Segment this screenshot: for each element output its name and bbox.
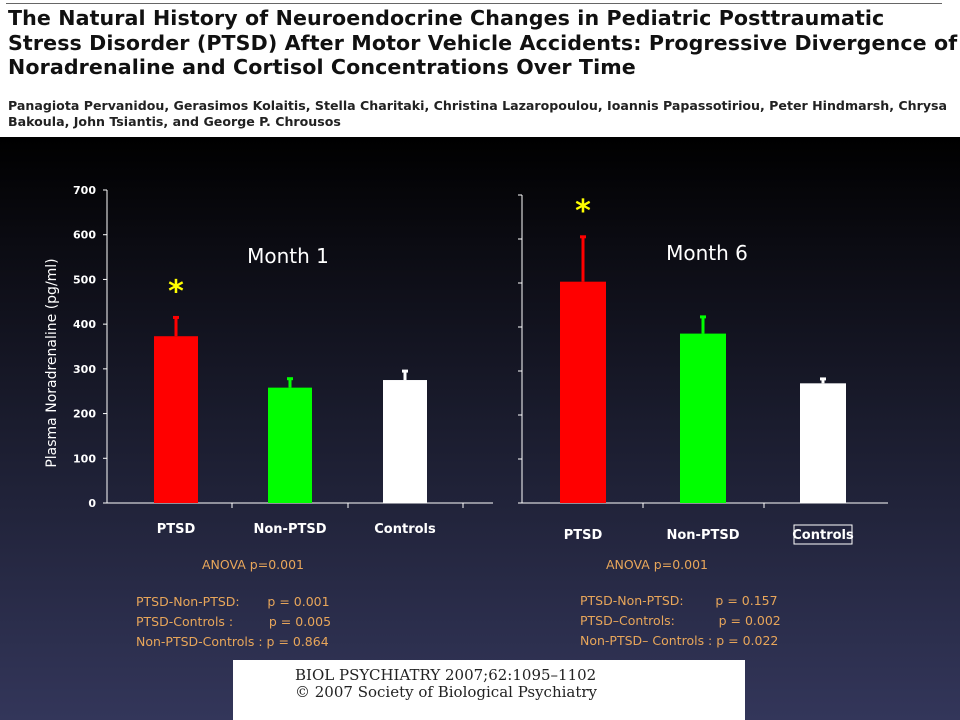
stats-right-comparisons: PTSD-Non-PTSD: p = 0.157 PTSD–Controls: …	[580, 591, 781, 651]
paper-header: The Natural History of Neuroendocrine Ch…	[0, 0, 960, 137]
y-tick-label: 0	[88, 497, 96, 510]
paper-title: The Natural History of Neuroendocrine Ch…	[8, 6, 958, 79]
stats-left-anova: ANOVA p=0.001	[202, 555, 304, 575]
bar	[154, 336, 198, 503]
bar	[800, 383, 846, 503]
significance-asterisk: *	[575, 194, 591, 229]
bar	[680, 333, 726, 503]
stats-right-anova: ANOVA p=0.001	[606, 555, 708, 575]
y-tick-label: 200	[73, 408, 96, 421]
category-label: Non-PTSD	[253, 522, 326, 537]
category-label: Controls	[792, 528, 854, 543]
y-tick-label: 100	[73, 452, 96, 465]
chart-title: Month 6	[666, 241, 748, 265]
comparison-line: PTSD-Non-PTSD: p = 0.157	[580, 593, 778, 608]
category-label: Controls	[374, 522, 436, 537]
y-tick-label: 700	[73, 184, 96, 197]
anova-text: ANOVA p=0.001	[202, 557, 304, 572]
paper-authors: Panagiota Pervanidou, Gerasimos Kolaitis…	[8, 98, 948, 129]
citation-copyright: © 2007 Society of Biological Psychiatry	[295, 683, 598, 701]
y-tick-label: 400	[73, 318, 96, 331]
anova-text: ANOVA p=0.001	[606, 557, 708, 572]
category-label: Non-PTSD	[666, 528, 739, 543]
y-tick-label: 600	[73, 229, 96, 242]
citation-journal: BIOL PSYCHIATRY 2007;62:1095–1102	[295, 666, 597, 684]
bar	[268, 387, 312, 503]
category-label: PTSD	[564, 528, 603, 543]
significance-asterisk: *	[168, 274, 184, 309]
y-tick-label: 500	[73, 273, 96, 286]
stats-left-comparisons: PTSD-Non-PTSD: p = 0.001 PTSD-Controls :…	[136, 592, 331, 652]
comparison-line: PTSD-Non-PTSD: p = 0.001	[136, 594, 330, 609]
comparison-line: Non-PTSD-Controls : p = 0.864	[136, 634, 329, 649]
y-tick-label: 300	[73, 363, 96, 376]
header-rule	[6, 3, 942, 4]
bar	[560, 281, 606, 503]
bar	[383, 380, 427, 503]
category-label: PTSD	[157, 522, 196, 537]
y-axis-label: Plasma Noradrenaline (pg/ml)	[44, 258, 60, 467]
category-label-box	[793, 524, 853, 545]
comparison-line: Non-PTSD– Controls : p = 0.022	[580, 633, 779, 648]
comparison-line: PTSD-Controls : p = 0.005	[136, 614, 332, 629]
chart-title: Month 1	[247, 244, 329, 268]
journal-citation: BIOL PSYCHIATRY 2007;62:1095–1102 © 2007…	[233, 660, 745, 720]
comparison-line: PTSD–Controls: p = 0.002	[580, 613, 781, 628]
